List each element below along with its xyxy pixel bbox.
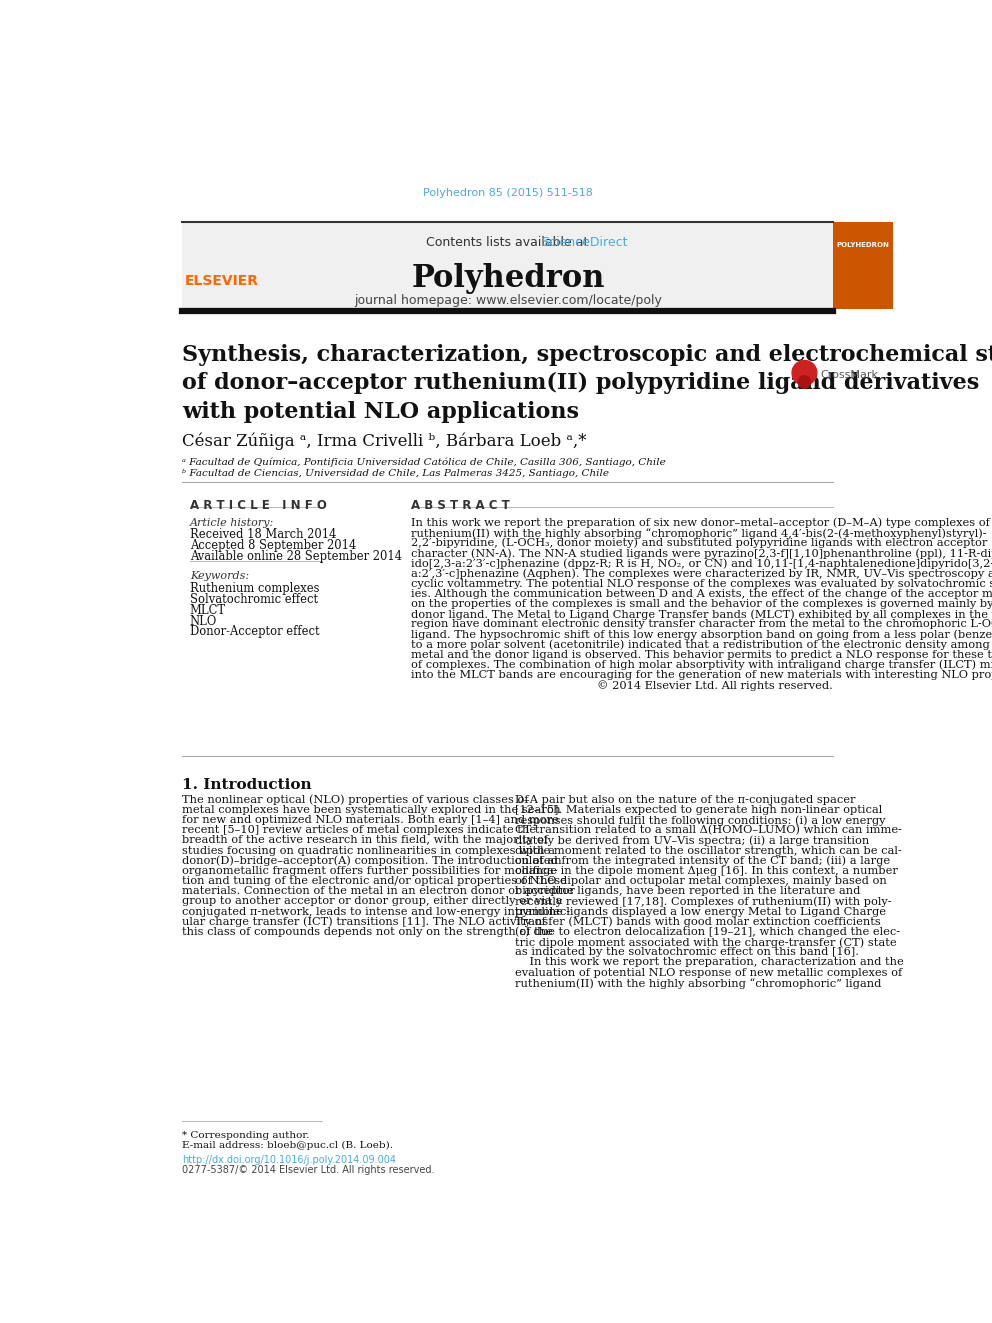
- Text: [12–15]. Materials expected to generate high non-linear optical: [12–15]. Materials expected to generate …: [516, 804, 883, 815]
- Text: CrossMark: CrossMark: [820, 369, 878, 380]
- Text: conjugated π-network, leads to intense and low-energy intramolec-: conjugated π-network, leads to intense a…: [183, 906, 570, 917]
- Text: (ε) due to electron delocalization [19–21], which changed the elec-: (ε) due to electron delocalization [19–2…: [516, 927, 901, 938]
- Text: Polyhedron 85 (2015) 511-518: Polyhedron 85 (2015) 511-518: [424, 188, 593, 198]
- Text: this class of compounds depends not only on the strength of the: this class of compounds depends not only…: [183, 927, 553, 937]
- Text: ᵃ Facultad de Química, Pontificia Universidad Católica de Chile, Casilla 306, Sa: ᵃ Facultad de Química, Pontificia Univer…: [183, 458, 666, 467]
- Text: tion and tuning of the electronic and/or optical properties of these: tion and tuning of the electronic and/or…: [183, 876, 567, 886]
- Text: diately be derived from UV–Vis spectra; (ii) a large transition: diately be derived from UV–Vis spectra; …: [516, 835, 870, 845]
- Text: In this work we report the preparation of six new donor–metal–acceptor (D–M–A) t: In this work we report the preparation o…: [411, 517, 990, 528]
- Text: Solvatochromic effect: Solvatochromic effect: [189, 593, 318, 606]
- Text: for new and optimized NLO materials. Both early [1–4] and more: for new and optimized NLO materials. Bot…: [183, 815, 558, 826]
- Text: Polyhedron: Polyhedron: [412, 263, 605, 294]
- Text: change in the dipole moment Δμeg [16]. In this context, a number: change in the dipole moment Δμeg [16]. I…: [516, 867, 898, 876]
- Text: on the properties of the complexes is small and the behavior of the complexes is: on the properties of the complexes is sm…: [411, 599, 992, 609]
- Text: culated from the integrated intensity of the CT band; (iii) a large: culated from the integrated intensity of…: [516, 856, 891, 867]
- Text: ular charge transfer (ICT) transitions [11]. The NLO activity of: ular charge transfer (ICT) transitions […: [183, 917, 546, 927]
- Text: César Zúñiga ᵃ, Irma Crivelli ᵇ, Bárbara Loeb ᵃ,*: César Zúñiga ᵃ, Irma Crivelli ᵇ, Bárbara…: [183, 433, 586, 450]
- Text: donor(D)–bridge–acceptor(A) composition. The introduction of an: donor(D)–bridge–acceptor(A) composition.…: [183, 856, 561, 867]
- Text: studies focusing on quadratic nonlinearities in complexes with a: studies focusing on quadratic nonlineari…: [183, 845, 556, 856]
- Text: dipole moment related to the oscillator strength, which can be cal-: dipole moment related to the oscillator …: [516, 845, 902, 856]
- Text: Ruthenium complexes: Ruthenium complexes: [189, 582, 319, 595]
- Text: ligand. The hypsochromic shift of this low energy absorption band on going from : ligand. The hypsochromic shift of this l…: [411, 630, 992, 640]
- Bar: [183, 222, 833, 308]
- Text: Keywords:: Keywords:: [189, 572, 249, 582]
- Text: ELSEVIER: ELSEVIER: [185, 274, 259, 288]
- Text: as indicated by the solvatochromic effect on this band [16].: as indicated by the solvatochromic effec…: [516, 947, 859, 958]
- Text: Article history:: Article history:: [189, 517, 274, 528]
- Text: Contents lists available at: Contents lists available at: [427, 235, 592, 249]
- Text: ido[2,3-a:2′3′-c]phenazine (dppz-R; R is H, NO₂, or CN) and 10,11-[1,4-naphtalen: ido[2,3-a:2′3′-c]phenazine (dppz-R; R is…: [411, 558, 992, 569]
- Text: 1. Introduction: 1. Introduction: [183, 778, 311, 792]
- Text: recently reviewed [17,18]. Complexes of ruthenium(II) with poly-: recently reviewed [17,18]. Complexes of …: [516, 897, 892, 908]
- Text: region have dominant electronic density transfer character from the metal to the: region have dominant electronic density …: [411, 619, 992, 630]
- Text: 2,2′-bipyridine, (L-OCH₃, donor moiety) and substituted polypyridine ligands wit: 2,2′-bipyridine, (L-OCH₃, donor moiety) …: [411, 538, 987, 549]
- Text: 0277-5387/© 2014 Elsevier Ltd. All rights reserved.: 0277-5387/© 2014 Elsevier Ltd. All right…: [183, 1166, 434, 1175]
- Text: group to another acceptor or donor group, either directly or via a: group to another acceptor or donor group…: [183, 897, 562, 906]
- Text: In this work we report the preparation, characterization and the: In this work we report the preparation, …: [516, 958, 904, 967]
- Text: of NLO dipolar and octupolar metal complexes, mainly based on: of NLO dipolar and octupolar metal compl…: [516, 876, 887, 886]
- Text: bipyridine ligands, have been reported in the literature and: bipyridine ligands, have been reported i…: [516, 886, 861, 896]
- Text: Received 18 March 2014: Received 18 March 2014: [189, 528, 336, 541]
- Text: D–A pair but also on the nature of the π-conjugated spacer: D–A pair but also on the nature of the π…: [516, 795, 856, 804]
- Text: a:2′,3′-c]phenazine (Aqphen). The complexes were characterized by IR, NMR, UV–Vi: a:2′,3′-c]phenazine (Aqphen). The comple…: [411, 569, 992, 579]
- Text: donor ligand. The Metal to Ligand Charge Transfer bands (MLCT) exhibited by all : donor ligand. The Metal to Ligand Charge…: [411, 609, 992, 619]
- Text: POLYHEDRON: POLYHEDRON: [836, 242, 889, 247]
- Text: journal homepage: www.elsevier.com/locate/poly: journal homepage: www.elsevier.com/locat…: [354, 294, 663, 307]
- Text: to a more polar solvent (acetonitrile) indicated that a redistribution of the el: to a more polar solvent (acetonitrile) i…: [411, 639, 992, 650]
- Text: materials. Connection of the metal in an electron donor or acceptor: materials. Connection of the metal in an…: [183, 886, 575, 896]
- Text: MLCT: MLCT: [189, 603, 226, 617]
- Text: ies. Although the communication between D and A exists, the effect of the change: ies. Although the communication between …: [411, 589, 992, 599]
- Text: http://dx.doi.org/10.1016/j.poly.2014.09.004: http://dx.doi.org/10.1016/j.poly.2014.09…: [183, 1155, 396, 1166]
- Text: ScienceDirect: ScienceDirect: [541, 235, 628, 249]
- Text: Donor-Acceptor effect: Donor-Acceptor effect: [189, 626, 319, 639]
- Text: NLO: NLO: [189, 615, 217, 627]
- Text: © 2014 Elsevier Ltd. All rights reserved.: © 2014 Elsevier Ltd. All rights reserved…: [597, 680, 833, 691]
- Text: Transfer (MLCT) bands with good molar extinction coefficients: Transfer (MLCT) bands with good molar ex…: [516, 917, 881, 927]
- Text: into the MLCT bands are encouraging for the generation of new materials with int: into the MLCT bands are encouraging for …: [411, 669, 992, 680]
- Text: responses should fulfil the following conditions: (i) a low energy: responses should fulfil the following co…: [516, 815, 886, 826]
- Text: ruthenium(II) with the highly absorbing “chromophoric” ligand 4,4′-bis(2-(4-meth: ruthenium(II) with the highly absorbing …: [411, 528, 986, 538]
- Text: cyclic voltammetry. The potential NLO response of the complexes was evaluated by: cyclic voltammetry. The potential NLO re…: [411, 578, 992, 589]
- Bar: [833, 222, 893, 308]
- Text: A R T I C L E   I N F O: A R T I C L E I N F O: [189, 499, 326, 512]
- Text: organometallic fragment offers further possibilities for modifica-: organometallic fragment offers further p…: [183, 867, 558, 876]
- Text: of complexes. The combination of high molar absorptivity with intraligand charge: of complexes. The combination of high mo…: [411, 660, 992, 671]
- Text: Accepted 8 September 2014: Accepted 8 September 2014: [189, 540, 356, 552]
- Text: metal and the donor ligand is observed. This behavior permits to predict a NLO r: metal and the donor ligand is observed. …: [411, 650, 992, 660]
- Text: ᵇ Facultad de Ciencias, Universidad de Chile, Las Palmeras 3425, Santiago, Chile: ᵇ Facultad de Ciencias, Universidad de C…: [183, 470, 609, 478]
- Text: E-mail address: bloeb@puc.cl (B. Loeb).: E-mail address: bloeb@puc.cl (B. Loeb).: [183, 1140, 393, 1150]
- Text: evaluation of potential NLO response of new metallic complexes of: evaluation of potential NLO response of …: [516, 967, 903, 978]
- Text: Synthesis, characterization, spectroscopic and electrochemical studies
of donor–: Synthesis, characterization, spectroscop…: [183, 344, 992, 423]
- Text: metal complexes have been systematically explored in the search: metal complexes have been systematically…: [183, 804, 560, 815]
- Text: pyridine ligands displayed a low energy Metal to Ligand Charge: pyridine ligands displayed a low energy …: [516, 906, 887, 917]
- Text: recent [5–10] review articles of metal complexes indicate the: recent [5–10] review articles of metal c…: [183, 826, 537, 835]
- Text: breadth of the active research in this field, with the majority of: breadth of the active research in this f…: [183, 835, 549, 845]
- Text: * Corresponding author.: * Corresponding author.: [183, 1130, 310, 1139]
- Text: ruthenium(II) with the highly absorbing “chromophoric” ligand: ruthenium(II) with the highly absorbing …: [516, 978, 882, 988]
- Text: CT transition related to a small Δ(HOMO–LUMO) which can imme-: CT transition related to a small Δ(HOMO–…: [516, 826, 903, 836]
- Text: A B S T R A C T: A B S T R A C T: [411, 499, 510, 512]
- Circle shape: [799, 376, 810, 388]
- Text: Available online 28 September 2014: Available online 28 September 2014: [189, 550, 402, 562]
- Circle shape: [792, 360, 816, 385]
- Text: The nonlinear optical (NLO) properties of various classes of: The nonlinear optical (NLO) properties o…: [183, 795, 529, 806]
- Text: character (NN-A). The NN-A studied ligands were pyrazino[2,3-f][1,10]phenanthrol: character (NN-A). The NN-A studied ligan…: [411, 548, 992, 558]
- Text: tric dipole moment associated with the charge-transfer (CT) state: tric dipole moment associated with the c…: [516, 937, 897, 947]
